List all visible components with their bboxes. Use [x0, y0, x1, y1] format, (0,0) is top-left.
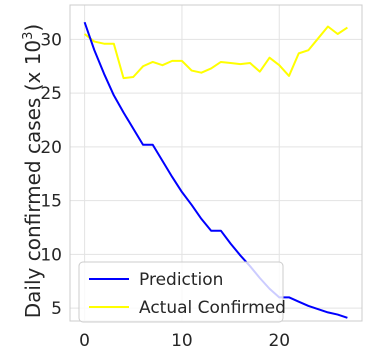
series-line-actual-confirmed — [83, 25, 348, 80]
y-tick-labels: 5 10 15 20 25 30 — [40, 30, 62, 319]
legend-box — [78, 261, 284, 323]
x-tick-labels: 0 10 20 — [79, 331, 290, 351]
y-tick-label: 20 — [40, 138, 62, 158]
y-axis-label: Daily confirmed cases (x 103) — [21, 24, 45, 318]
legend-label-prediction: Prediction — [139, 270, 223, 290]
y-axis-label-main: Daily confirmed cases (x 10 — [21, 40, 45, 318]
legend-label-actual-confirmed: Actual Confirmed — [139, 298, 286, 318]
legend: Prediction Actual Confirmed — [78, 261, 286, 323]
x-tick-label: 10 — [171, 331, 193, 351]
y-tick-label: 30 — [40, 30, 62, 50]
series-layer — [83, 21, 348, 319]
y-tick-label: 15 — [40, 192, 62, 212]
x-tick-label: 20 — [268, 331, 290, 351]
y-axis-label-suffix: ) — [21, 24, 45, 32]
y-tick-label: 25 — [40, 84, 62, 104]
x-tick-label: 0 — [79, 331, 90, 351]
y-axis-label-exponent: 3 — [21, 32, 36, 40]
series-line-prediction — [83, 21, 348, 319]
y-tick-label: 5 — [51, 299, 62, 319]
y-tick-label: 10 — [40, 245, 62, 265]
